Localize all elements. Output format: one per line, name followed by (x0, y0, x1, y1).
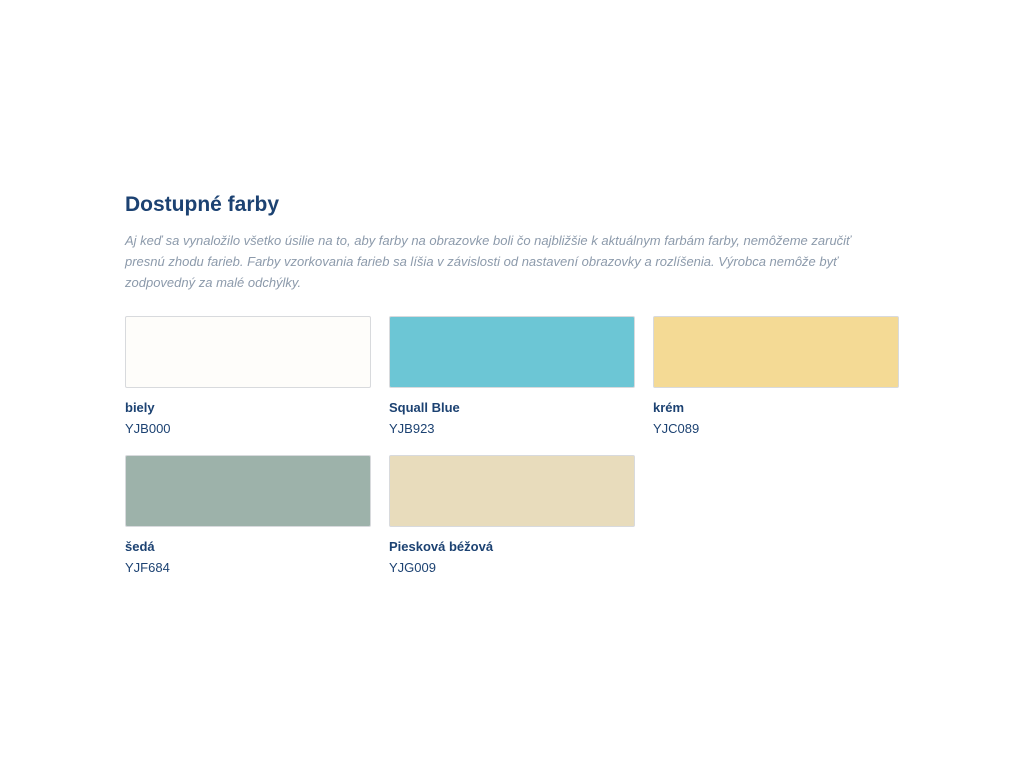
color-name: krém (653, 400, 685, 415)
color-swatch[interactable] (389, 455, 635, 527)
color-swatch[interactable] (389, 316, 635, 388)
available-colors-section: Dostupné farby Aj keď sa vynaložilo všet… (125, 191, 905, 575)
color-swatch[interactable] (125, 455, 371, 527)
color-name: biely (125, 400, 155, 415)
color-name: Squall Blue (389, 400, 460, 415)
color-name: šedá (125, 539, 155, 554)
color-swatch-card[interactable]: biely YJB000 (125, 316, 371, 436)
color-code: YJF684 (125, 560, 170, 575)
color-name: Piesková béžová (389, 539, 494, 554)
color-code: YJB000 (125, 421, 171, 436)
color-code: YJG009 (389, 560, 436, 575)
color-swatch[interactable] (125, 316, 371, 388)
color-code: YJC089 (653, 421, 700, 436)
color-code: YJB923 (389, 421, 435, 436)
color-swatch-card[interactable]: Piesková béžová YJG009 (389, 455, 635, 575)
color-disclaimer: Aj keď sa vynaložilo všetko úsilie na to… (125, 233, 851, 290)
color-swatch-card[interactable]: šedá YJF684 (125, 455, 371, 575)
color-swatch-card[interactable]: krém YJC089 (653, 316, 899, 436)
color-swatch-card[interactable]: Squall Blue YJB923 (389, 316, 635, 436)
section-title: Dostupné farby (125, 193, 280, 216)
color-swatch[interactable] (653, 316, 899, 388)
